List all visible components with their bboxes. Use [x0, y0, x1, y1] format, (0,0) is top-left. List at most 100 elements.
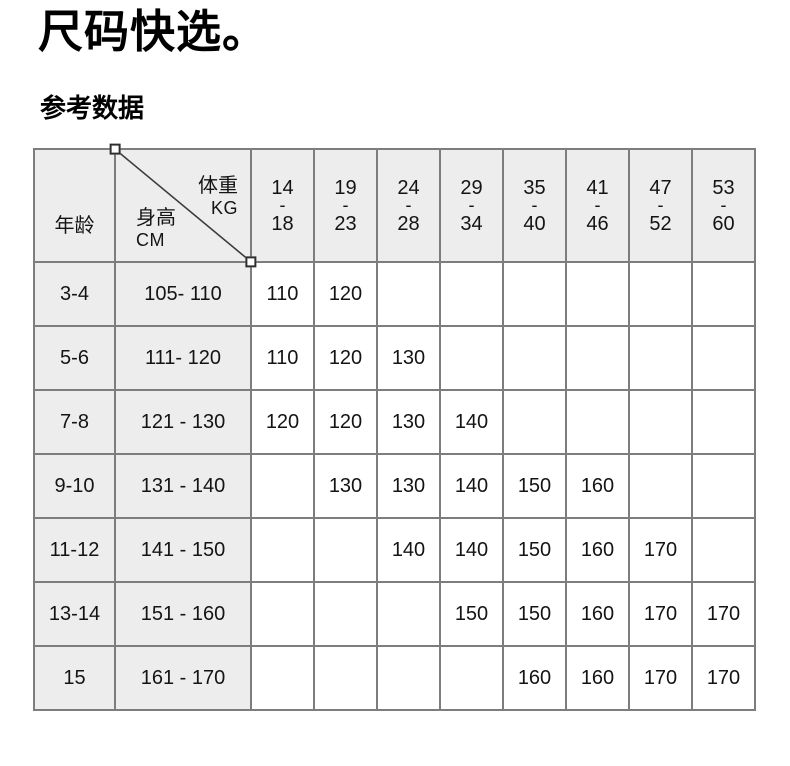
diagonal-line: [116, 150, 250, 261]
age-cell: 3-4: [33, 261, 116, 328]
age-cell: 7-8: [33, 389, 116, 456]
table-row: 9-10 131 - 140 130 130 140 150 160: [33, 453, 756, 520]
size-cell: [250, 453, 315, 520]
height-unit: CM: [136, 229, 165, 250]
height-axis-label: 身高 CM: [136, 207, 176, 251]
size-cell: 120: [250, 389, 315, 456]
size-cell: [313, 645, 378, 712]
size-cell: [439, 261, 504, 328]
age-cell: 13-14: [33, 581, 116, 648]
size-reference-table: 年龄 体重 KG 身高 CM 14 - 18 19 -: [33, 143, 756, 712]
size-cell: [313, 517, 378, 584]
size-cell: [376, 581, 441, 648]
size-cell: [439, 645, 504, 712]
table-row: 7-8 121 - 130 120 120 130 140: [33, 389, 756, 456]
size-cell: [250, 517, 315, 584]
size-cell: [565, 389, 630, 456]
diagonal-handle-top-icon: [109, 143, 121, 155]
size-cell: [628, 261, 693, 328]
height-cell: 141 - 150: [114, 517, 252, 584]
table-row: 3-4 105- 110 110 120: [33, 261, 756, 328]
size-cell: 140: [439, 389, 504, 456]
size-cell: 150: [502, 453, 567, 520]
size-cell: 170: [691, 645, 756, 712]
weight-range-header: 53 - 60: [691, 148, 756, 264]
table-body: 3-4 105- 110 110 120 5-6 111- 120 110 120 1…: [33, 261, 756, 712]
size-cell: 170: [628, 645, 693, 712]
size-cell: [691, 325, 756, 392]
size-cell: 130: [376, 325, 441, 392]
size-cell: 140: [439, 453, 504, 520]
diagonal-handle-bottom-icon: [245, 256, 257, 268]
height-cell: 131 - 140: [114, 453, 252, 520]
size-cell: 150: [439, 581, 504, 648]
table-row: 5-6 111- 120 110 120 130: [33, 325, 756, 392]
size-cell: 130: [376, 389, 441, 456]
size-cell: 140: [376, 517, 441, 584]
size-cell: [250, 581, 315, 648]
height-label: 身高: [136, 207, 176, 230]
size-cell: 150: [502, 517, 567, 584]
size-cell: [691, 389, 756, 456]
size-cell: [565, 325, 630, 392]
table-row: 13-14 151 - 160 150 150 160 170 170: [33, 581, 756, 648]
height-cell: 121 - 130: [114, 389, 252, 456]
size-cell: [250, 645, 315, 712]
size-cell: [691, 517, 756, 584]
size-cell: 170: [628, 517, 693, 584]
size-cell: 160: [565, 581, 630, 648]
weight-range-header: 24 - 28: [376, 148, 441, 264]
weight-unit: KG: [210, 197, 238, 218]
age-header-cell: 年龄: [33, 148, 116, 264]
size-cell: 120: [313, 325, 378, 392]
age-cell: 9-10: [33, 453, 116, 520]
section-title: 参考数据: [40, 92, 145, 123]
age-cell: 15: [33, 645, 116, 712]
size-cell: 140: [439, 517, 504, 584]
weight-range-header: 47 - 52: [628, 148, 693, 264]
page-title: 尺码快选。: [38, 6, 269, 57]
weight-label: 体重: [198, 175, 238, 198]
size-cell: 110: [250, 325, 315, 392]
size-cell: 160: [565, 517, 630, 584]
corner-cell: 体重 KG 身高 CM: [109, 143, 257, 268]
size-cell: [313, 581, 378, 648]
height-cell: 105- 110: [114, 261, 252, 328]
table-row: 15 161 - 170 160 160 170 170: [33, 645, 756, 712]
size-cell: [502, 325, 567, 392]
size-cell: [565, 261, 630, 328]
size-cell: [376, 261, 441, 328]
size-cell: [376, 645, 441, 712]
size-cell: [628, 325, 693, 392]
size-cell: 160: [565, 645, 630, 712]
weight-range-header: 19 - 23: [313, 148, 378, 264]
size-cell: [502, 261, 567, 328]
weight-axis-label: 体重 KG: [198, 176, 238, 219]
age-cell: 11-12: [33, 517, 116, 584]
size-cell: [439, 325, 504, 392]
size-cell: 150: [502, 581, 567, 648]
weight-range-header: 35 - 40: [502, 148, 567, 264]
size-cell: 130: [376, 453, 441, 520]
age-cell: 5-6: [33, 325, 116, 392]
weight-range-header: 29 - 34: [439, 148, 504, 264]
weight-range-header: 41 - 46: [565, 148, 630, 264]
height-cell: 111- 120: [114, 325, 252, 392]
height-cell: 161 - 170: [114, 645, 252, 712]
size-cell: 120: [313, 389, 378, 456]
size-cell: 160: [565, 453, 630, 520]
size-cell: 120: [313, 261, 378, 328]
size-cell: [628, 453, 693, 520]
table-row: 11-12 141 - 150 140 140 150 160 170: [33, 517, 756, 584]
weight-range-header: 14 - 18: [250, 148, 315, 264]
size-cell: 170: [691, 581, 756, 648]
size-cell: 110: [250, 261, 315, 328]
size-cell: 170: [628, 581, 693, 648]
size-cell: 130: [313, 453, 378, 520]
size-cell: 160: [502, 645, 567, 712]
height-cell: 151 - 160: [114, 581, 252, 648]
size-cell: [691, 453, 756, 520]
size-cell: [502, 389, 567, 456]
size-cell: [691, 261, 756, 328]
header-row: 年龄 体重 KG 身高 CM 14 - 18 19 -: [33, 143, 756, 268]
